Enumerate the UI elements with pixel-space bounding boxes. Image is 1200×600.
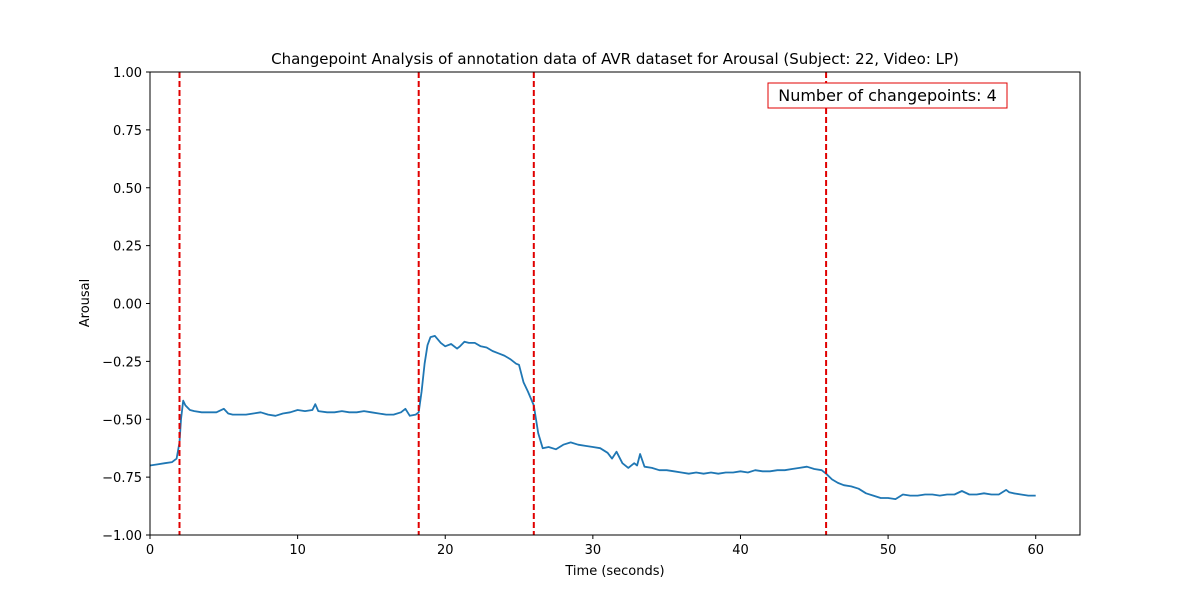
x-axis-label: Time (seconds) <box>564 564 664 579</box>
series-line-1 <box>149 334 1036 501</box>
x-tick-label: 50 <box>880 543 897 558</box>
y-tick-label: 0.00 <box>113 298 142 313</box>
y-tick-label: −0.50 <box>102 413 142 428</box>
y-axis-label: Arousal <box>78 279 93 328</box>
x-tick-label: 0 <box>146 543 154 558</box>
changepoint-count-annotation: Number of changepoints: 4 <box>767 82 1008 109</box>
y-tick-label: 0.75 <box>113 124 142 139</box>
x-tick-label: 30 <box>585 543 602 558</box>
x-tick-label: 60 <box>1027 543 1044 558</box>
plot-area <box>149 72 1036 535</box>
y-tick-label: 0.25 <box>113 240 142 255</box>
x-tick-label: 20 <box>437 543 454 558</box>
chart-title: Changepoint Analysis of annotation data … <box>271 50 959 68</box>
x-tick-label: 10 <box>289 543 306 558</box>
y-tick-label: 0.50 <box>113 182 142 197</box>
axes: 0 10 20 30 40 50 60 1.00 0.75 0.50 0.25 0.00 −0.25 −0… <box>102 66 1081 558</box>
annotation-text: Number of changepoints: 4 <box>778 86 997 105</box>
y-tick-label: −0.75 <box>102 471 142 486</box>
y-tick-label: 1.00 <box>113 66 142 81</box>
y-tick-label: −1.00 <box>102 529 142 544</box>
x-tick-label: 40 <box>732 543 749 558</box>
y-tick-label: −0.25 <box>102 355 142 370</box>
annotation-box <box>767 82 1008 109</box>
